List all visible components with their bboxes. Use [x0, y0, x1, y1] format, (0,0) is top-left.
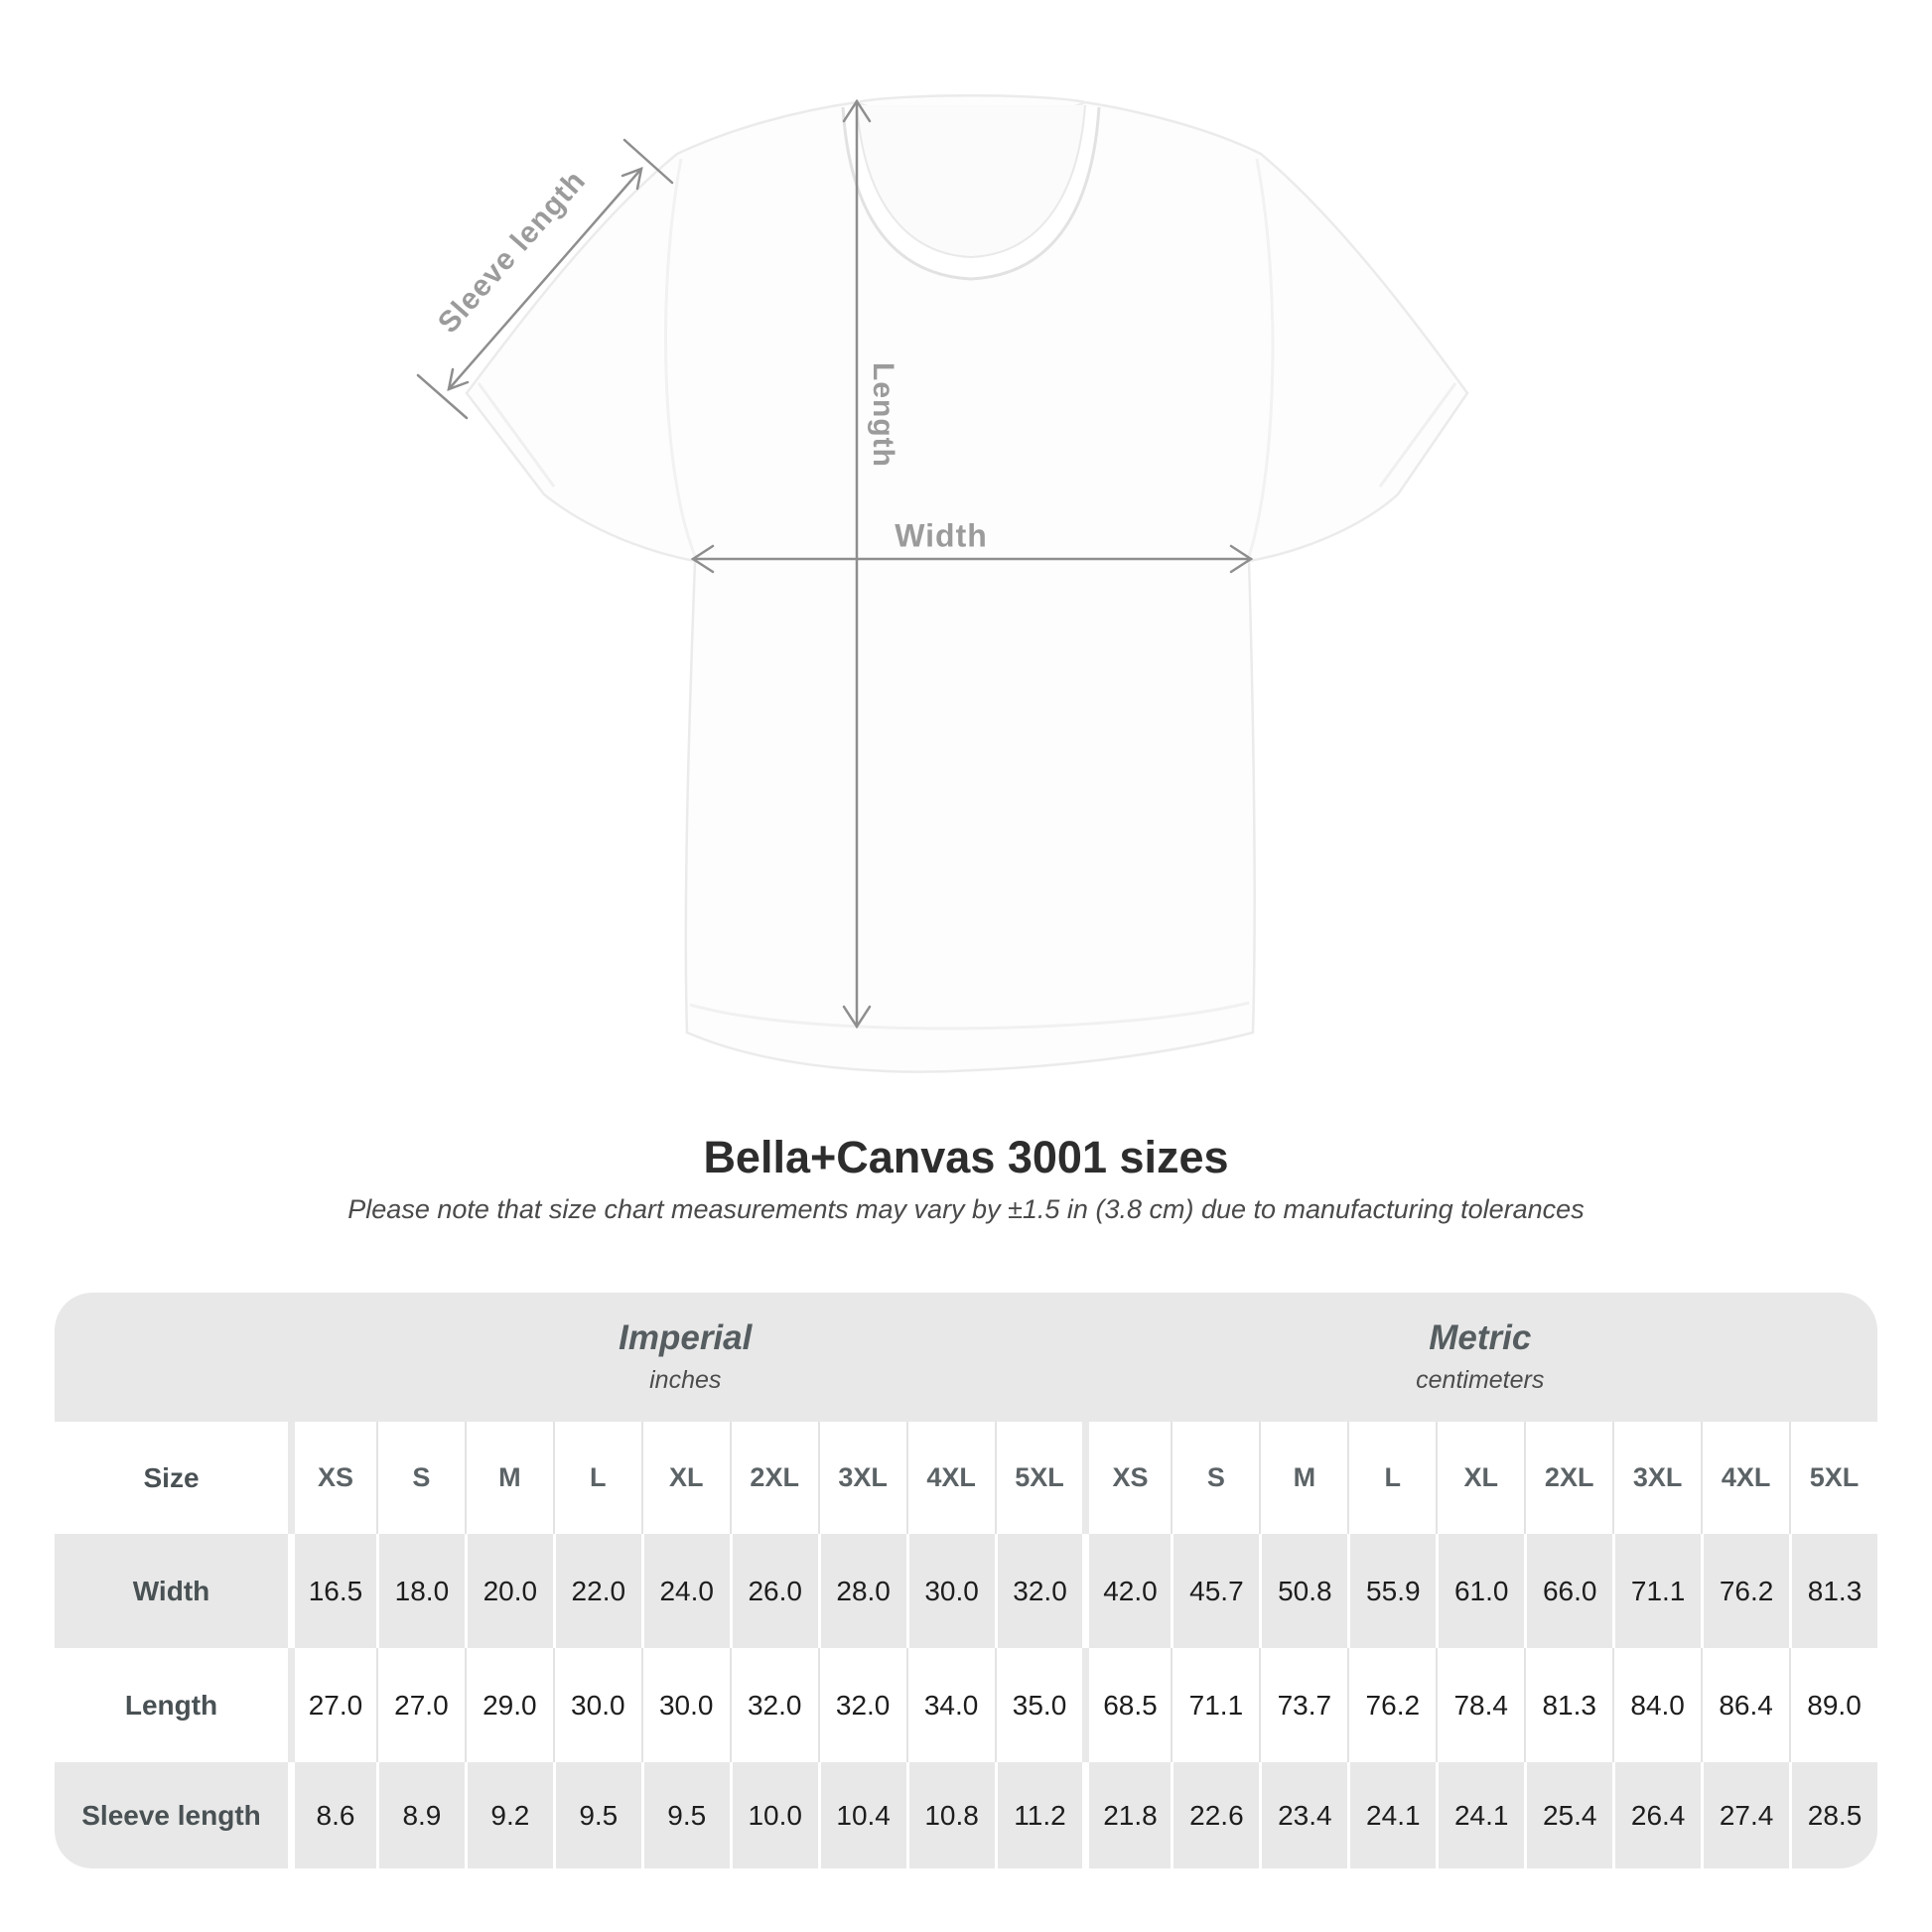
table-cell: 71.1: [1612, 1534, 1701, 1648]
size-column-header: 5XL: [1789, 1422, 1877, 1534]
table-cell: 45.7: [1171, 1534, 1259, 1648]
size-column-header: 3XL: [817, 1422, 906, 1534]
size-column-header: L: [552, 1422, 641, 1534]
unit-group-row: Imperial inches Metric centimeters: [55, 1293, 1877, 1422]
table-cell: 30.0: [905, 1534, 995, 1648]
metric-group-sublabel: centimeters: [1416, 1366, 1545, 1395]
table-cell: 11.2: [994, 1762, 1083, 1868]
size-column-header: 2XL: [729, 1422, 818, 1534]
table-cell: 10.0: [729, 1762, 818, 1868]
page-title: Bella+Canvas 3001 sizes: [703, 1132, 1229, 1182]
dimension-arrows: [416, 98, 1254, 1030]
table-cell: 23.4: [1259, 1762, 1347, 1868]
size-header-label: Size: [143, 1461, 200, 1493]
table-cell: 84.0: [1612, 1648, 1701, 1762]
size-column-header: 5XL: [994, 1422, 1083, 1534]
size-column-header: XS: [1082, 1422, 1171, 1534]
table-cell: 9.5: [640, 1762, 730, 1868]
table-cell: 76.2: [1347, 1648, 1436, 1762]
table-cell: 9.5: [552, 1762, 641, 1868]
table-cell: 81.3: [1524, 1648, 1612, 1762]
size-column-header: XS: [288, 1422, 376, 1534]
imperial-group-sublabel: inches: [649, 1366, 722, 1395]
size-column-header: M: [1259, 1422, 1347, 1534]
table-cell: 8.6: [288, 1762, 376, 1868]
table-row: Sleeve length 8.6 8.9 9.2 9.5 9.5 10.0 10.4 10.8…: [55, 1762, 1877, 1868]
table-cell: 81.3: [1789, 1534, 1877, 1648]
table-cell: 27.4: [1701, 1762, 1789, 1868]
row-label: Sleeve length: [81, 1799, 261, 1831]
table-cell: 89.0: [1789, 1648, 1877, 1762]
row-label: Length: [124, 1689, 218, 1721]
size-column-header: 4XL: [905, 1422, 995, 1534]
width-label: Width: [895, 517, 988, 554]
table-row: Length 27.0 27.0 29.0 30.0 30.0 32.0 32.0 34.0 35…: [55, 1648, 1877, 1762]
imperial-group-label: Imperial: [619, 1317, 753, 1357]
metric-group-label: Metric: [1429, 1317, 1532, 1357]
length-arrow: [842, 98, 872, 1030]
table-cell: 18.0: [375, 1534, 465, 1648]
imperial-group-header: Imperial inches: [288, 1293, 1083, 1422]
page-subtitle: Please note that size chart measurements…: [347, 1194, 1585, 1224]
table-cell: 30.0: [552, 1648, 641, 1762]
table-cell: 26.4: [1612, 1762, 1701, 1868]
table-cell: 26.0: [729, 1534, 818, 1648]
size-column-header: 4XL: [1701, 1422, 1789, 1534]
table-row: Width 16.5 18.0 20.0 22.0 24.0 26.0 28.0 30.0 32.…: [55, 1534, 1877, 1648]
row-label: Width: [132, 1575, 210, 1606]
size-header-row: Size XS S M L XL 2XL 3XL 4XL 5XL XS S M L XL 2XL 3XL 4XL 5…: [55, 1422, 1877, 1534]
size-table: Imperial inches Metric centimeters Size X…: [55, 1293, 1877, 1868]
table-cell: 32.0: [729, 1648, 818, 1762]
table-cell: 22.0: [552, 1534, 641, 1648]
tshirt-diagram: [416, 94, 1469, 1073]
table-cell: 27.0: [375, 1648, 465, 1762]
table-cell: 20.0: [464, 1534, 553, 1648]
size-column-header: XL: [1436, 1422, 1524, 1534]
sleeve-length-arrow: [416, 138, 674, 420]
table-cell: 61.0: [1436, 1534, 1524, 1648]
size-column-header: M: [464, 1422, 553, 1534]
table-cell: 50.8: [1259, 1534, 1347, 1648]
table-cell: 10.4: [817, 1762, 906, 1868]
size-column-header: 3XL: [1612, 1422, 1701, 1534]
table-cell: 24.1: [1347, 1762, 1436, 1868]
table-cell: 25.4: [1524, 1762, 1612, 1868]
table-cell: 66.0: [1524, 1534, 1612, 1648]
table-cell: 34.0: [905, 1648, 995, 1762]
size-column-header: L: [1347, 1422, 1436, 1534]
length-label: Length: [867, 362, 899, 468]
table-cell: 30.0: [640, 1648, 730, 1762]
table-cell: 76.2: [1701, 1534, 1789, 1648]
table-cell: 9.2: [464, 1762, 553, 1868]
table-cell: 55.9: [1347, 1534, 1436, 1648]
table-cell: 73.7: [1259, 1648, 1347, 1762]
table-cell: 22.6: [1171, 1762, 1259, 1868]
table-cell: 68.5: [1082, 1648, 1171, 1762]
table-cell: 28.0: [817, 1534, 906, 1648]
size-column-header: XL: [640, 1422, 730, 1534]
table-cell: 16.5: [288, 1534, 376, 1648]
table-cell: 21.8: [1082, 1762, 1171, 1868]
table-cell: 71.1: [1171, 1648, 1259, 1762]
table-cell: 8.9: [375, 1762, 465, 1868]
table-cell: 24.1: [1436, 1762, 1524, 1868]
table-cell: 24.0: [640, 1534, 730, 1648]
size-column-header: S: [1171, 1422, 1259, 1534]
table-cell: 27.0: [288, 1648, 376, 1762]
tshirt-silhouette: [465, 94, 1469, 1073]
table-cell: 28.5: [1789, 1762, 1877, 1868]
table-cell: 32.0: [994, 1534, 1083, 1648]
table-cell: 29.0: [464, 1648, 553, 1762]
size-column-header: 2XL: [1524, 1422, 1612, 1534]
table-cell: 42.0: [1082, 1534, 1171, 1648]
table-cell: 10.8: [905, 1762, 995, 1868]
table-cell: 78.4: [1436, 1648, 1524, 1762]
table-cell: 35.0: [994, 1648, 1083, 1762]
metric-group-header: Metric centimeters: [1083, 1293, 1878, 1422]
width-arrow: [690, 544, 1254, 574]
size-column-header: S: [375, 1422, 465, 1534]
table-cell: 32.0: [817, 1648, 906, 1762]
table-cell: 86.4: [1701, 1648, 1789, 1762]
